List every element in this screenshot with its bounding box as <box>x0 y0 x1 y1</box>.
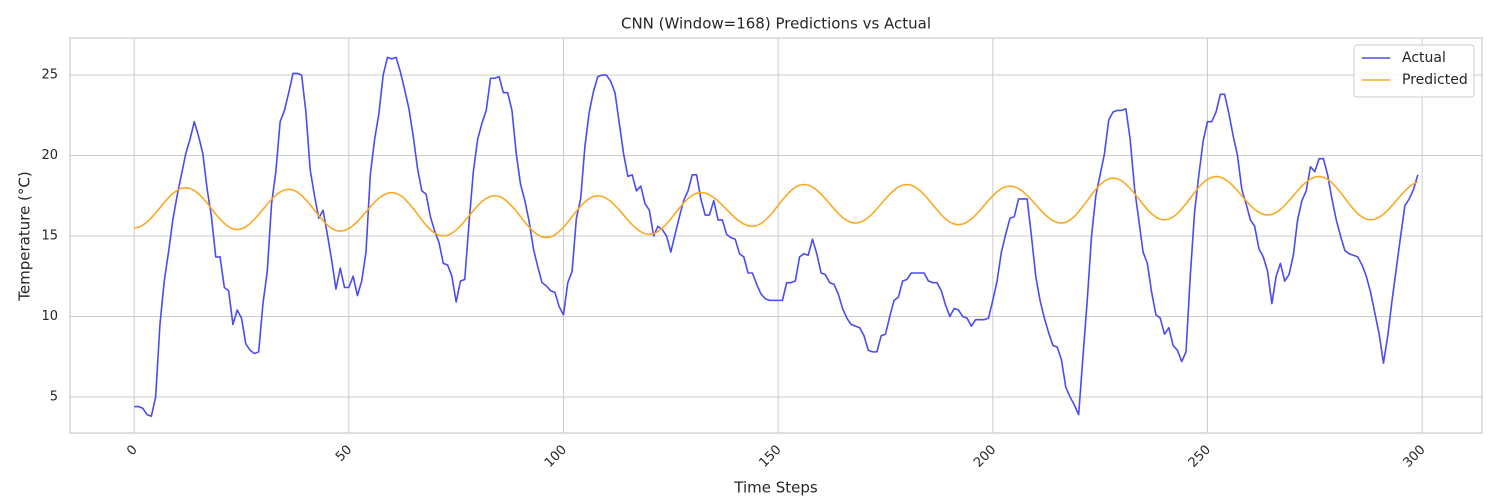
x-tick-label: 250 <box>1186 443 1214 471</box>
legend-label: Actual <box>1402 50 1446 66</box>
chart-title: CNN (Window=168) Predictions vs Actual <box>621 15 931 33</box>
x-tick-label: 100 <box>542 443 570 471</box>
legend: Actual Predicted <box>1353 44 1475 98</box>
plot-frame <box>69 37 1483 434</box>
y-tick-label: 5 <box>50 389 58 404</box>
x-tick-label: 200 <box>971 443 999 471</box>
x-tick-label: 0 <box>124 443 140 459</box>
x-tick-label: 50 <box>333 443 355 465</box>
legend-label: Predicted <box>1402 72 1468 88</box>
y-tick-label: 20 <box>41 148 58 163</box>
x-axis-label: Time Steps <box>733 479 818 497</box>
x-tick-label: 300 <box>1400 443 1428 471</box>
series-line <box>134 56 1419 418</box>
y-axis-label: Temperature (°C) <box>16 171 34 301</box>
y-tick-label: 25 <box>41 68 58 83</box>
series-line <box>134 175 1419 239</box>
y-tick-label: 15 <box>41 228 58 243</box>
y-tick-label: 10 <box>41 309 58 324</box>
x-tick-label: 150 <box>756 443 784 471</box>
